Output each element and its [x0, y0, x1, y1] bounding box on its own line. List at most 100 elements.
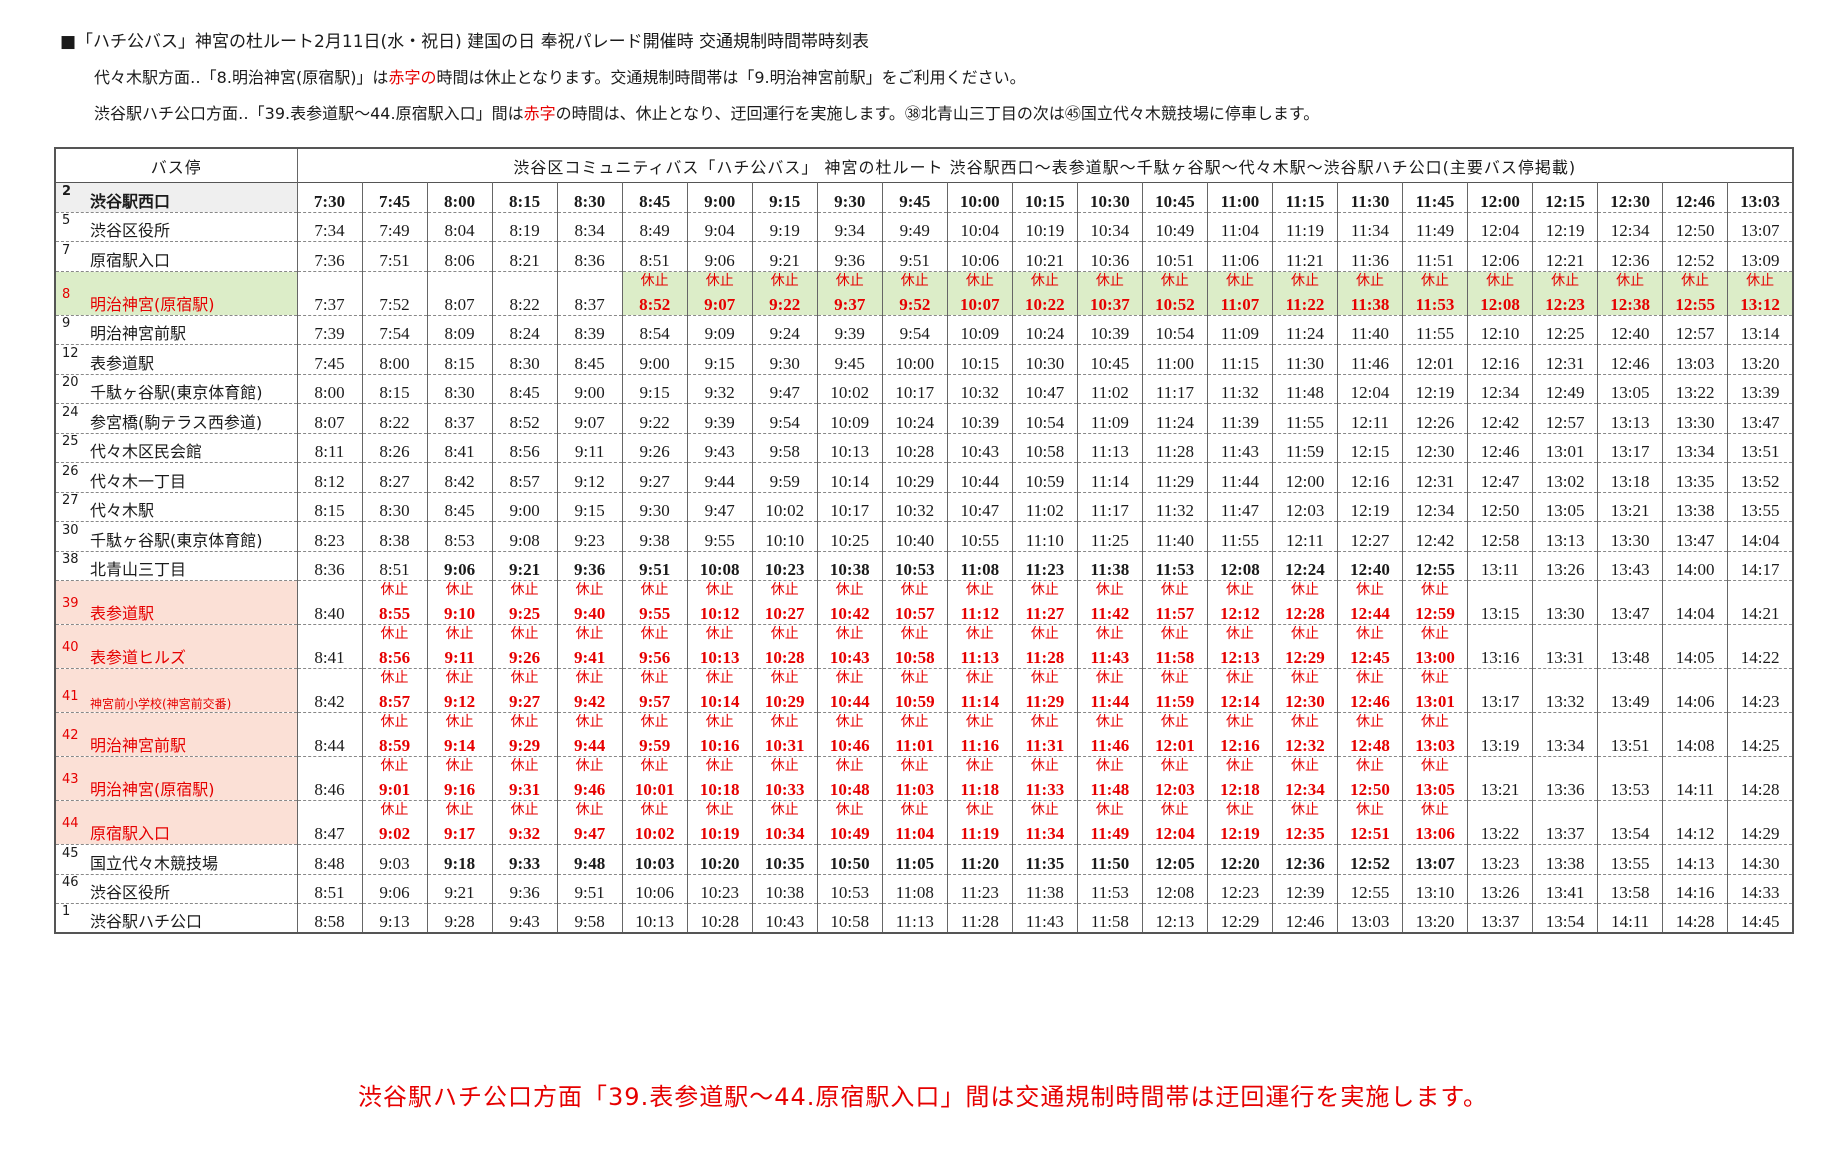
- departure-time: 9:06: [443, 560, 476, 579]
- departure-time: 12:13: [1155, 912, 1195, 931]
- departure-time: 11:55: [1416, 324, 1455, 343]
- time-cell: 休止 9:17: [427, 800, 493, 845]
- suspended-label: 休止: [575, 582, 604, 598]
- departure-time: 8:19: [509, 221, 540, 240]
- time-cell: 休止 11:13: [947, 624, 1013, 669]
- suspended-label: 休止: [1356, 802, 1385, 818]
- time-cell: 13:30: [1662, 403, 1729, 433]
- departure-time: 12:31: [1415, 471, 1455, 491]
- departure-time: 8:15: [379, 383, 410, 402]
- footer-notice: 渋谷駅ハチ公口方面「39.表参道駅～44.原宿駅入口」間は交通規制時間帯は迂回運…: [358, 1083, 1488, 1111]
- departure-time: 10:14: [830, 471, 870, 491]
- departure-time: 14:04: [1740, 530, 1780, 550]
- time-cell: 休止 10:43: [817, 624, 883, 669]
- departure-time: 14:11: [1676, 780, 1715, 799]
- suspended-label: 休止: [770, 802, 799, 818]
- time-cell: 10:23: [687, 874, 753, 904]
- time-cell: 10:54: [1012, 403, 1078, 433]
- time-cell: 13:31: [1532, 624, 1599, 669]
- time-cell: 9:54: [752, 403, 818, 433]
- departure-time: 11:13: [960, 648, 1000, 667]
- time-cell: 8:15: [297, 492, 363, 522]
- departure-time: 11:14: [1090, 471, 1129, 491]
- departure-time: 13:51: [1610, 736, 1650, 755]
- suspended-label: 休止: [1160, 802, 1189, 818]
- departure-time: 9:12: [443, 692, 476, 711]
- time-cell: 10:15: [1012, 182, 1078, 212]
- time-cell: 8:45: [622, 182, 688, 212]
- stop-name: 明治神宮前駅: [90, 324, 187, 343]
- departure-time: 13:31: [1545, 648, 1585, 667]
- time-cell: 8:45: [492, 374, 558, 404]
- time-cell: 休止 12:23: [1532, 271, 1599, 315]
- time-cell: 8:09: [427, 315, 493, 345]
- departure-time: 12:19: [1220, 824, 1260, 843]
- departure-time: 9:00: [574, 383, 605, 402]
- departure-time: 14:28: [1740, 780, 1780, 799]
- time-cell: 9:06: [362, 874, 428, 904]
- time-cell: 9:30: [622, 492, 688, 522]
- time-cell: 10:28: [882, 433, 948, 463]
- departure-time: 11:08: [895, 883, 934, 902]
- table-row: 26 代々木一丁目 8:12 8:27 8:42 8:57 9:12 9:27 9:44 9:59…: [55, 462, 1794, 492]
- departure-time: 7:51: [379, 250, 410, 270]
- time-cell: 10:06: [622, 874, 688, 904]
- time-cell: 休止 10:37: [1077, 271, 1143, 315]
- stop-name: 表参道ヒルズ: [90, 648, 187, 667]
- departure-time: 10:48: [829, 780, 870, 799]
- time-cell: 11:35: [1012, 844, 1078, 874]
- time-cell: 9:32: [687, 374, 753, 404]
- departure-time: 11:32: [1155, 501, 1194, 520]
- time-cell: 13:22: [1662, 374, 1729, 404]
- time-cell: 9:04: [687, 212, 753, 242]
- departure-time: 13:20: [1415, 912, 1455, 931]
- departure-time: 9:54: [769, 412, 800, 432]
- departure-time: 10:51: [1155, 250, 1195, 270]
- departure-time: 9:29: [509, 736, 541, 755]
- departure-time: 9:39: [704, 412, 735, 432]
- table-row: 45 国立代々木競技場 8:48 9:03 9:18 9:33 9:48 10:03 10:20…: [55, 844, 1794, 874]
- departure-time: 10:08: [699, 560, 740, 579]
- time-cell: 13:10: [1402, 874, 1469, 904]
- departure-time: 11:17: [1090, 501, 1129, 520]
- time-cell: 休止 11:29: [1012, 668, 1078, 713]
- time-cell: 10:02: [752, 492, 818, 522]
- suspended-label: 休止: [965, 714, 994, 730]
- time-cell: 休止 9:16: [427, 756, 493, 801]
- departure-time: 8:34: [574, 221, 605, 240]
- time-cell: 8:22: [362, 403, 428, 433]
- time-cell: 8:39: [557, 315, 623, 345]
- time-cell: 10:58: [817, 903, 883, 933]
- time-cell: 12:10: [1467, 315, 1534, 345]
- time-cell: 休止 12:01: [1142, 712, 1208, 757]
- departure-time: 10:47: [1025, 383, 1065, 402]
- time-cell: 休止 9:07: [687, 271, 753, 315]
- time-cell: 休止 8:55: [362, 580, 428, 625]
- time-cell: 13:55: [1597, 844, 1664, 874]
- departure-time: 11:17: [1155, 383, 1194, 402]
- table-row: 38 北青山三丁目 8:36 8:51 9:06 9:21 9:36 9:51 10:08 10:…: [55, 551, 1794, 581]
- departure-time: 14:00: [1675, 560, 1715, 579]
- departure-time: 12:03: [1155, 780, 1195, 799]
- departure-time: 9:47: [704, 501, 735, 520]
- suspended-label: 休止: [640, 582, 669, 598]
- time-cell: 9:58: [752, 433, 818, 463]
- departure-time: 9:58: [574, 912, 605, 931]
- suspended-label: 休止: [1290, 714, 1319, 730]
- time-cell: 8:47: [297, 800, 363, 845]
- departure-time: 13:47: [1675, 530, 1715, 550]
- departure-time: 10:24: [1025, 324, 1065, 343]
- departure-time: 9:37: [834, 294, 866, 314]
- departure-time: 13:22: [1480, 824, 1520, 843]
- departure-time: 9:30: [639, 501, 670, 520]
- time-cell: 11:13: [882, 903, 948, 933]
- departure-time: 9:15: [704, 353, 735, 373]
- departure-time: 12:24: [1285, 560, 1325, 579]
- departure-time: 10:29: [895, 471, 935, 491]
- timetable-body: 2 渋谷駅西口 7:30 7:45 8:00 8:15 8:30 8:45 9:00 9:15 9:…: [55, 182, 1794, 933]
- suspended-label: 休止: [965, 626, 994, 642]
- departure-time: 10:55: [960, 530, 1000, 550]
- suspended-label: 休止: [510, 758, 539, 774]
- time-cell: 14:08: [1662, 712, 1729, 757]
- time-cell: 14:06: [1662, 668, 1729, 713]
